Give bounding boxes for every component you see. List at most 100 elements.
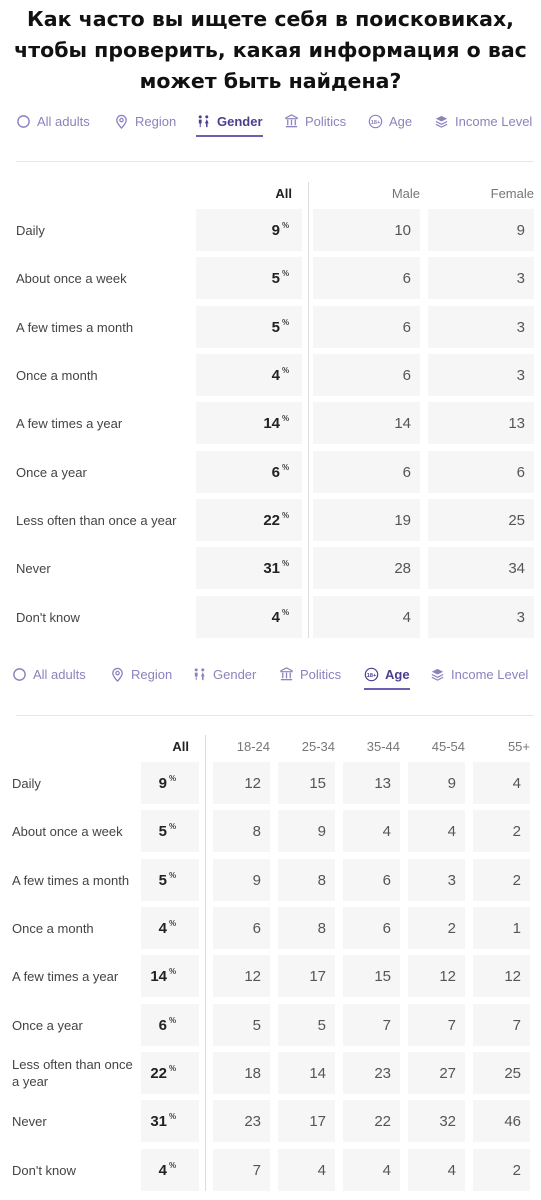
- tab-region[interactable]: Region: [110, 659, 172, 689]
- cell-all: 14%: [141, 955, 199, 997]
- percent-sign: %: [169, 1161, 177, 1170]
- cell-55: 2: [473, 1149, 530, 1191]
- percent-sign: %: [169, 967, 177, 976]
- cell-all: 5%: [141, 810, 199, 852]
- row-label: Never: [16, 560, 51, 576]
- cell-all: 22%: [141, 1052, 199, 1094]
- table-row: About once a week 5% 8 9 4 4 2: [0, 810, 541, 852]
- table-row: Don't know 4% 4 3: [0, 596, 541, 638]
- cell-female: 25: [428, 499, 534, 541]
- cell-18-24: 7: [213, 1149, 270, 1191]
- cell-45-54: 9: [408, 762, 465, 804]
- cell-all: 9%: [196, 209, 302, 251]
- tab-gender[interactable]: Gender: [196, 106, 263, 137]
- row-label: Once a year: [16, 464, 87, 480]
- filter-tabs-age: All adults Region Gender Politics 18+ Age Inco…: [0, 659, 541, 690]
- tab-income-level[interactable]: Income Level: [430, 659, 528, 689]
- cell-25-34: 14: [278, 1052, 335, 1094]
- table-row: A few times a month 5% 9 8 6 3 2: [0, 859, 541, 901]
- row-label: Once a year: [12, 1017, 83, 1033]
- stack-icon: [434, 114, 449, 129]
- all-value: 31: [150, 1112, 167, 1130]
- percent-sign: %: [169, 1112, 177, 1121]
- row-label: About once a week: [16, 270, 127, 286]
- cell-18-24: 23: [213, 1100, 270, 1142]
- row-label: About once a week: [12, 823, 123, 839]
- table-row: Don't know 4% 7 4 4 4 2: [0, 1149, 541, 1191]
- tab-age[interactable]: 18+ Age: [364, 659, 410, 690]
- cell-all: 6%: [196, 451, 302, 493]
- cell-male: 28: [313, 547, 420, 589]
- tab-politics[interactable]: Politics: [284, 106, 346, 136]
- age-18-plus-icon: 18+: [364, 667, 379, 682]
- row-label: Less often than once a year: [12, 1057, 133, 1089]
- table-row: Once a month 4% 6 3: [0, 354, 541, 396]
- percent-sign: %: [282, 221, 290, 230]
- tab-label: Age: [389, 113, 413, 129]
- cell-35-44: 6: [343, 859, 400, 901]
- all-value: 5: [271, 318, 280, 336]
- tab-label: Gender: [217, 113, 263, 129]
- all-value: 4: [158, 919, 167, 937]
- row-label: A few times a year: [16, 415, 123, 431]
- all-value: 5: [158, 822, 167, 840]
- tab-label: Income Level: [455, 113, 533, 129]
- cell-female: 34: [428, 547, 534, 589]
- tab-politics[interactable]: Politics: [279, 659, 341, 689]
- stack-icon: [430, 667, 445, 682]
- cell-all: 5%: [196, 306, 302, 348]
- table-row: Once a year 6% 6 6: [0, 451, 541, 493]
- table-row: A few times a year 14% 14 13: [0, 402, 541, 444]
- cell-45-54: 27: [408, 1052, 465, 1094]
- cell-35-44: 15: [343, 955, 400, 997]
- tab-region[interactable]: Region: [114, 106, 176, 136]
- table-row: Once a month 4% 6 8 6 2 1: [0, 907, 541, 949]
- all-value: 5: [158, 871, 167, 889]
- tab-gender[interactable]: Gender: [192, 659, 256, 689]
- circle-icon: [12, 667, 27, 682]
- cell-female: 3: [428, 306, 534, 348]
- tab-label: Region: [135, 113, 177, 129]
- cell-male: 10: [313, 209, 420, 251]
- column-header-18-24: 18-24: [236, 739, 270, 754]
- tab-age[interactable]: 18+ Age: [368, 106, 412, 136]
- cell-35-44: 6: [343, 907, 400, 949]
- cell-male: 6: [313, 257, 420, 299]
- table-row: A few times a year 14% 12 17 15 12 12: [0, 955, 541, 997]
- cell-all: 5%: [141, 859, 199, 901]
- tab-label: Politics: [305, 113, 347, 129]
- percent-sign: %: [282, 366, 290, 375]
- svg-text:18+: 18+: [371, 119, 381, 125]
- tab-income-level[interactable]: Income Level: [434, 106, 532, 136]
- all-value: 9: [158, 774, 167, 792]
- percent-sign: %: [169, 774, 177, 783]
- tab-label: Region: [131, 666, 173, 682]
- page-title: Как часто вы ищете себя в поисковиках, ч…: [14, 7, 527, 93]
- tab-all-adults[interactable]: All adults: [16, 106, 90, 136]
- cell-female: 3: [428, 354, 534, 396]
- cell-45-54: 3: [408, 859, 465, 901]
- cell-male: 6: [313, 306, 420, 348]
- all-value: 14: [263, 414, 280, 432]
- column-header-25-34: 25-34: [301, 739, 335, 754]
- percent-sign: %: [282, 511, 290, 520]
- cell-all: 4%: [141, 1149, 199, 1191]
- cell-35-44: 23: [343, 1052, 400, 1094]
- cell-18-24: 9: [213, 859, 270, 901]
- cell-female: 9: [428, 209, 534, 251]
- row-label: Don't know: [12, 1162, 76, 1178]
- cell-25-34: 15: [278, 762, 335, 804]
- cell-all: 4%: [196, 354, 302, 396]
- cell-male: 19: [313, 499, 420, 541]
- tab-label: All adults: [33, 666, 86, 682]
- table-row: Less often than once a year 22% 18 14 23 27 25: [0, 1052, 541, 1094]
- column-separator: [205, 735, 206, 1191]
- cell-female: 13: [428, 402, 534, 444]
- cell-all: 31%: [196, 547, 302, 589]
- cell-45-54: 2: [408, 907, 465, 949]
- cell-25-34: 5: [278, 1004, 335, 1046]
- cell-35-44: 13: [343, 762, 400, 804]
- cell-55: 12: [473, 955, 530, 997]
- tab-all-adults[interactable]: All adults: [12, 659, 86, 689]
- cell-25-34: 8: [278, 859, 335, 901]
